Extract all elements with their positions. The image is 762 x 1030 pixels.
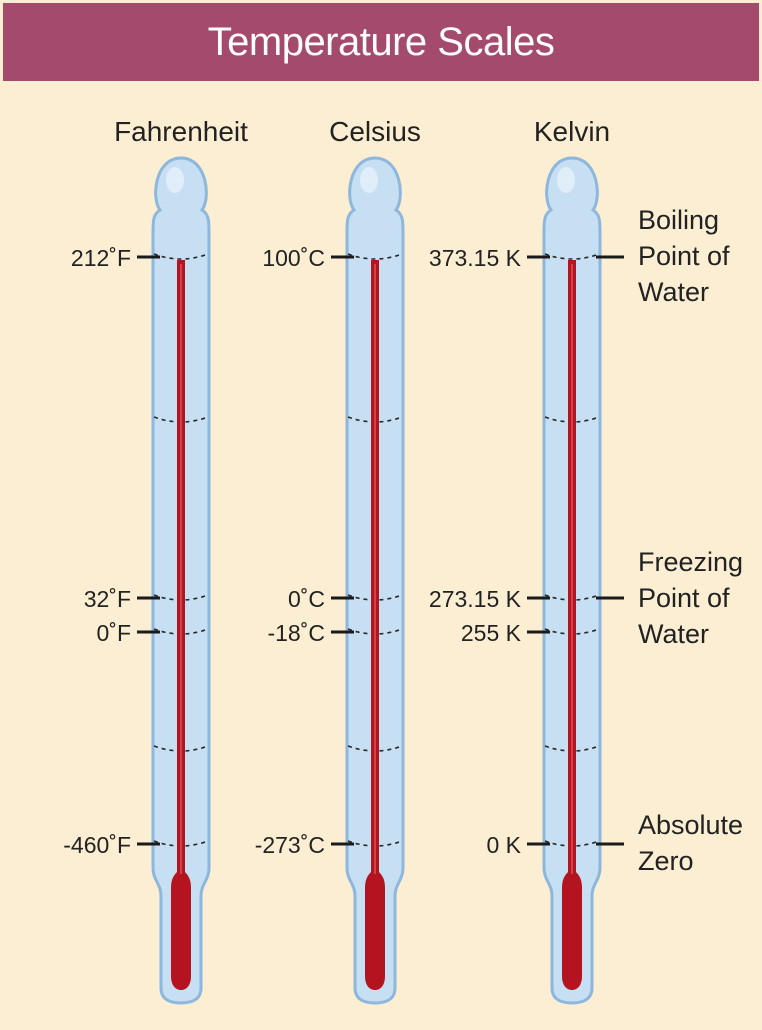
tick-marks	[137, 255, 624, 846]
mercury-highlight-kelvin	[571, 264, 573, 874]
absolute-zero-label-line-1: Absolute	[638, 810, 743, 840]
mercury-highlight-fahrenheit	[180, 264, 182, 874]
diagram-title: Temperature Scales	[207, 20, 555, 64]
freezing-label-line-1: Freezing	[638, 547, 743, 577]
label-f-freezing: 32˚F	[84, 586, 131, 612]
title-bar: Temperature Scales	[3, 3, 759, 81]
label-f-zero: 0˚F	[97, 620, 132, 646]
freezing-label-line-2: Point of	[638, 583, 730, 613]
thermometer-graduation-celsius-0	[347, 253, 403, 260]
thermometer-knob-highlight-kelvin	[557, 167, 575, 193]
thermometer-graduation-kelvin-0	[544, 253, 600, 260]
boiling-label-line-1: Boiling	[638, 205, 719, 235]
boiling-label-line-2: Point of	[638, 241, 730, 271]
mercury-bulb-kelvin	[562, 872, 582, 990]
label-k-zero: 255 K	[461, 620, 522, 646]
scale-heading-celsius: Celsius	[329, 116, 421, 147]
mercury-highlight-celsius	[374, 264, 376, 874]
label-f-absolute: -460˚F	[63, 832, 131, 858]
thermometer-fahrenheit	[151, 156, 211, 1005]
boiling-label-line-3: Water	[638, 277, 709, 307]
scale-heading-fahrenheit: Fahrenheit	[114, 116, 248, 147]
label-c-absolute: -273˚C	[255, 832, 325, 858]
label-k-absolute: 0 K	[486, 832, 521, 858]
label-c-zero: -18˚C	[267, 620, 325, 646]
thermometer-knob-highlight-celsius	[360, 167, 378, 193]
label-c-freezing: 0˚C	[288, 586, 325, 612]
thermometer-celsius	[345, 156, 405, 1005]
thermometer-graduation-fahrenheit-0	[153, 253, 209, 260]
mercury-bulb-celsius	[365, 872, 385, 990]
label-c-boiling: 100˚C	[262, 245, 325, 271]
thermometer-knob-highlight-fahrenheit	[166, 167, 184, 193]
absolute-zero-label-line-2: Zero	[638, 846, 694, 876]
freezing-label-line-3: Water	[638, 619, 709, 649]
scale-heading-kelvin: Kelvin	[534, 116, 610, 147]
mercury-bulb-fahrenheit	[171, 872, 191, 990]
label-f-boiling: 212˚F	[71, 245, 131, 271]
label-k-boiling: 373.15 K	[429, 245, 522, 271]
thermometers	[151, 156, 602, 1005]
thermometer-kelvin	[542, 156, 602, 1005]
label-k-freezing: 273.15 K	[429, 586, 522, 612]
